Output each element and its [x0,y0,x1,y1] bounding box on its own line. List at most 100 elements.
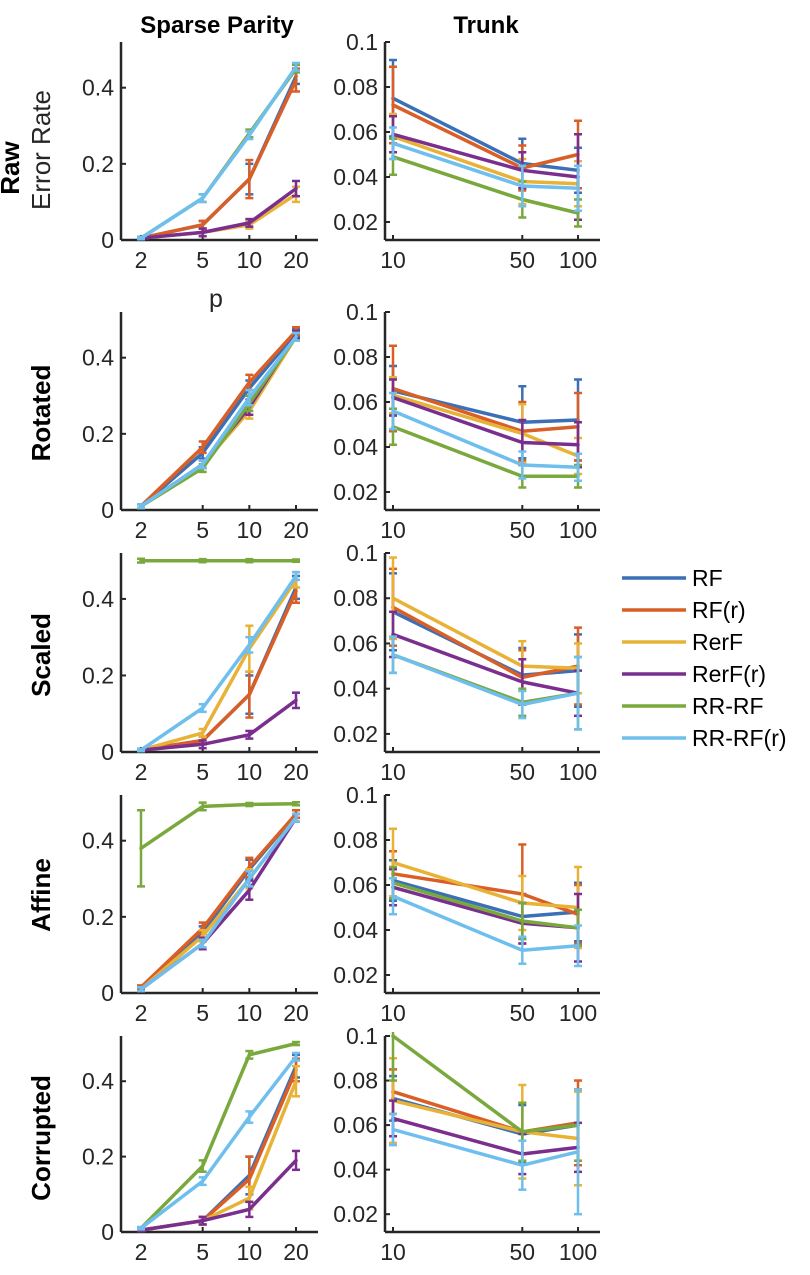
x-tick-label: 20 [283,759,309,785]
series-line-rerf [139,578,298,752]
panel-sparse-scaled: 0 0.2 0.4 2 5 10 20 [82,553,318,785]
series-line-rr-rf [139,1041,298,1230]
y-tick-label: 0.2 [82,421,114,447]
y-tick-label: 0.06 [333,389,378,415]
y-tick-label: 0.02 [333,479,378,505]
y-tick-label: 0 [101,227,114,253]
series-line-rr-rf [139,66,298,240]
series-line-rr-rf-r [391,653,580,707]
legend-label-rerf: RerF [692,629,743,655]
x-tick-label: 5 [196,1000,209,1026]
x-tick-label: 5 [196,517,209,543]
legend-label-rr-rf-r: RR-RF(r) [692,725,787,751]
x-tick-label: 100 [559,1000,597,1026]
x-tick-label: 5 [196,1239,209,1265]
series-line-rf-r [139,78,298,240]
legend-label-rr-rf: RR-RF [692,693,764,719]
row-label-rotated: Rotated [26,365,56,462]
series-line-rr-rf-r [139,574,298,752]
series-line-rerf-r [391,132,580,179]
panel-trunk-rotated: 0.02 0.04 0.06 0.08 0.1 10 50 100 [333,299,600,543]
series-line-rerf-r [139,186,298,240]
panels: 00.20.42 5 10 200.020.040.060.080.110 50 1000… [82,29,600,1265]
y-tick-label: 0.2 [82,662,114,688]
y-tick-label: 0.4 [82,75,114,101]
series-line-rr-rf [391,881,580,930]
y-tick-label: 0.04 [333,434,378,460]
series-line-rerf-r [139,698,298,752]
series-line-rr-rf [391,653,580,705]
panel-trunk-affine: 0.02 0.04 0.06 0.08 0.1 10 50 100 [333,782,600,1026]
y-tick-label: 0.06 [333,1112,378,1138]
y-tick-label: 0.08 [333,1068,378,1094]
series-line-rerf [391,393,580,458]
y-tick-label: 0.06 [333,872,378,898]
row-label-scaled: Scaled [26,613,56,697]
y-tick-label: 0.02 [333,209,378,235]
y-tick-label: 0.04 [333,676,378,702]
panel-trunk-scaled: 0.02 0.04 0.06 0.08 0.1 10 50 100 [333,540,600,785]
x-tick-label: 10 [237,1000,263,1026]
x-tick-label: 10 [380,759,406,785]
series-group [389,1032,582,1216]
x-tick-label: 50 [510,759,536,785]
x-tick-label: 2 [135,1239,148,1265]
series-group [389,344,582,489]
x-tick-label: 10 [237,247,263,273]
y-tick-label: 0.06 [333,119,378,145]
series-line-rr-rf [391,425,580,479]
x-tick-label: 100 [559,517,597,543]
panel-trunk-raw: 0.02 0.04 0.06 0.08 0.1 10 50 100 [333,29,600,273]
panel-sparse-rotated: 0 0.2 0.4 2 5 10 20 [82,312,318,543]
x-tick-label: 20 [283,1000,309,1026]
x-axis-label-p: p [209,285,223,313]
x-tick-label: 2 [135,759,148,785]
y-tick-label: 0 [101,980,114,1006]
y-tick-label: 0 [101,1219,114,1245]
series-line-rr-rf-r [391,1127,580,1167]
y-tick-label: 0.4 [82,586,114,612]
series-line-rerf-r [391,395,580,447]
series-line-rr-rf-r [139,816,298,991]
x-tick-label: 20 [283,1239,309,1265]
panel-sparse-affine: 0 0.2 0.4 2 5 10 20 [82,795,318,1026]
row-label-corrupted: Corrupted [26,1075,56,1201]
x-tick-label: 100 [559,1239,597,1265]
x-tick-label: 10 [237,1239,263,1265]
legend: RF RF(r) RerF RerF(r) RR-RF RR-RF(r) [622,565,787,751]
series-group [137,1040,300,1233]
series-line-rf-r [139,589,298,752]
x-tick-label: 20 [283,517,309,543]
x-tick-label: 10 [237,759,263,785]
row-label-affine: Affine [26,858,56,932]
y-tick-label: 0.1 [346,1023,378,1049]
legend-label-rerf-r: RerF(r) [692,661,766,687]
series-line-rr-rf-r [391,409,580,470]
panel-sparse-corrupted: 0 0.2 0.4 2 5 10 20 [82,1036,318,1265]
series-line-rr-rf [139,802,298,851]
series-group [137,325,300,510]
y-tick-label: 0 [101,739,114,765]
y-tick-label: 0.08 [333,74,378,100]
series-group [389,58,582,228]
y-tick-label: 0.08 [333,827,378,853]
y-tick-label: 0.2 [82,904,114,930]
y-tick-label: 0.4 [82,1068,114,1094]
y-tick-label: 0.04 [333,164,378,190]
x-tick-label: 50 [510,1000,536,1026]
x-tick-label: 5 [196,759,209,785]
column-title-sparse-parity: Sparse Parity [140,12,294,39]
y-tick-label: 0 [101,497,114,523]
series-group [389,827,582,968]
y-tick-label: 0.02 [333,1201,378,1227]
series-line-rr-rf-r [139,1054,298,1230]
y-tick-label: 0.2 [82,1144,114,1170]
y-tick-label: 0.04 [333,1157,378,1183]
legend-label-rf-r: RF(r) [692,597,746,623]
x-tick-label: 100 [559,247,597,273]
x-tick-label: 2 [135,1000,148,1026]
x-tick-label: 5 [196,247,209,273]
series-group [389,556,582,731]
y-tick-label: 0.4 [82,828,114,854]
